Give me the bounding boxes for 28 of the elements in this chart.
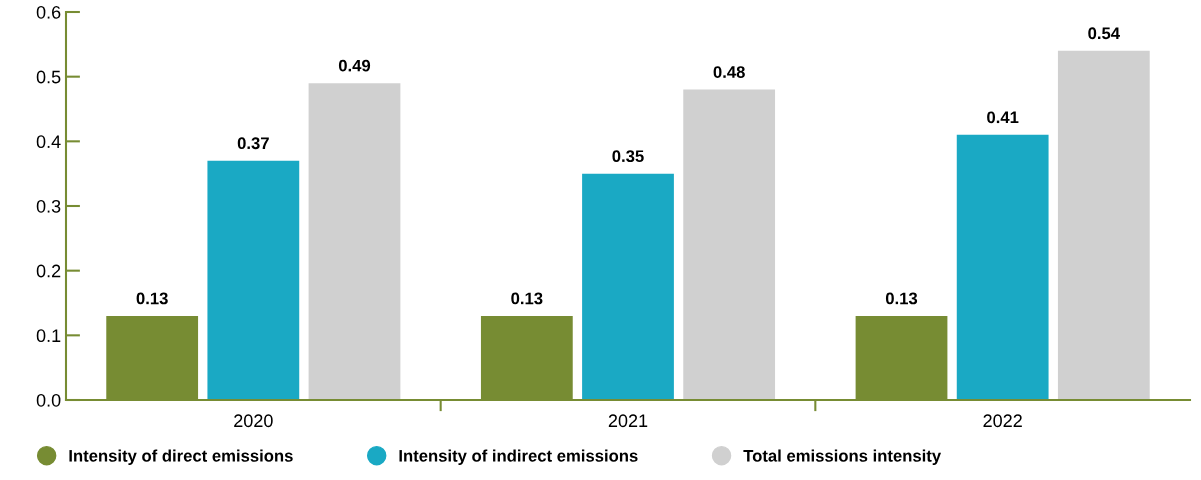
bar — [956, 134, 1049, 400]
bar — [683, 89, 776, 400]
y-tick-label: 0.5 — [36, 70, 61, 84]
legend-label: Intensity of indirect emissions — [399, 449, 638, 465]
x-tick-label: 2022 — [983, 414, 1022, 428]
y-tick-label: 0.3 — [36, 199, 61, 213]
data-label: 0.48 — [713, 66, 745, 78]
y-tick-label: 0.4 — [36, 135, 61, 149]
x-tick-label: 2021 — [608, 414, 648, 428]
data-label: 0.37 — [237, 137, 269, 150]
legend-label: Intensity of direct emissions — [69, 449, 293, 465]
data-label: 0.13 — [511, 292, 543, 305]
bar — [582, 173, 674, 400]
y-tick-label: 0.6 — [36, 5, 61, 19]
y-tick-label: 0.1 — [36, 329, 61, 343]
y-tick-label: 0.2 — [36, 264, 61, 278]
data-label: 0.54 — [1088, 27, 1120, 40]
bar — [207, 160, 300, 400]
data-label: 0.35 — [612, 150, 644, 163]
data-label: 0.49 — [338, 59, 371, 72]
data-label: 0.13 — [885, 292, 918, 305]
y-tick-label: 0.0 — [36, 393, 61, 407]
data-label: 0.13 — [136, 292, 168, 305]
x-tick-label: 2020 — [234, 414, 273, 428]
data-label: 0.41 — [987, 111, 1019, 124]
bar — [1057, 50, 1150, 400]
bar — [308, 83, 401, 400]
legend-label: Total emissions intensity — [743, 449, 942, 465]
